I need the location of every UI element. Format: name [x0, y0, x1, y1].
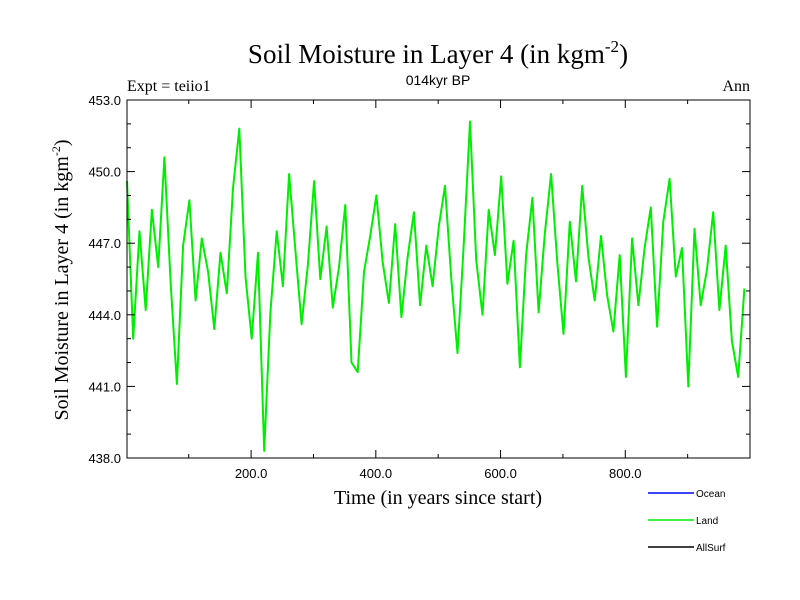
x-tick-label: 600.0	[484, 466, 517, 481]
y-axis-label-text: Soil Moisture in Layer 4 (in kgm	[51, 156, 73, 421]
legend-label-allsurf: AllSurf	[696, 543, 726, 554]
plot-area: 200.0 400.0 600.0 800.0 438.0 441.0 444.0 447.0…	[88, 93, 751, 481]
y-axis-label: Soil Moisture in Layer 4 (in kgm-2)	[49, 139, 73, 420]
x-tick-label: 400.0	[360, 466, 393, 481]
legend-label-land: Land	[696, 516, 718, 527]
y-axis-label-close: )	[51, 139, 73, 146]
chart-title-text: Soil Moisture in Layer 4 (in kgm	[248, 39, 605, 69]
x-axis-label: Time (in years since start)	[334, 487, 542, 509]
series-line-land	[126, 120, 746, 452]
chart-title-close: )	[619, 39, 628, 69]
legend: Ocean Land AllSurf	[648, 489, 726, 554]
chart-title: Soil Moisture in Layer 4 (in kgm-2)	[248, 37, 628, 69]
y-tick-label: 453.0	[88, 93, 121, 108]
y-axis-label-superscript: -2	[49, 146, 63, 156]
y-tick-label: 450.0	[88, 165, 121, 180]
plot-frame	[126, 99, 751, 459]
y-tick-label: 447.0	[88, 236, 121, 251]
experiment-label: Expt = teiio1	[127, 78, 211, 95]
chart-title-superscript: -2	[605, 37, 619, 56]
y-tick-label: 438.0	[88, 451, 121, 466]
x-tick-label: 200.0	[235, 466, 268, 481]
legend-label-ocean: Ocean	[696, 489, 725, 500]
y-tick-label: 444.0	[88, 308, 121, 323]
y-tick-label: 441.0	[88, 379, 121, 394]
chart-subtitle: 014kyr BP	[406, 72, 471, 88]
period-label: Ann	[722, 78, 750, 95]
x-tick-label: 800.0	[609, 466, 642, 481]
